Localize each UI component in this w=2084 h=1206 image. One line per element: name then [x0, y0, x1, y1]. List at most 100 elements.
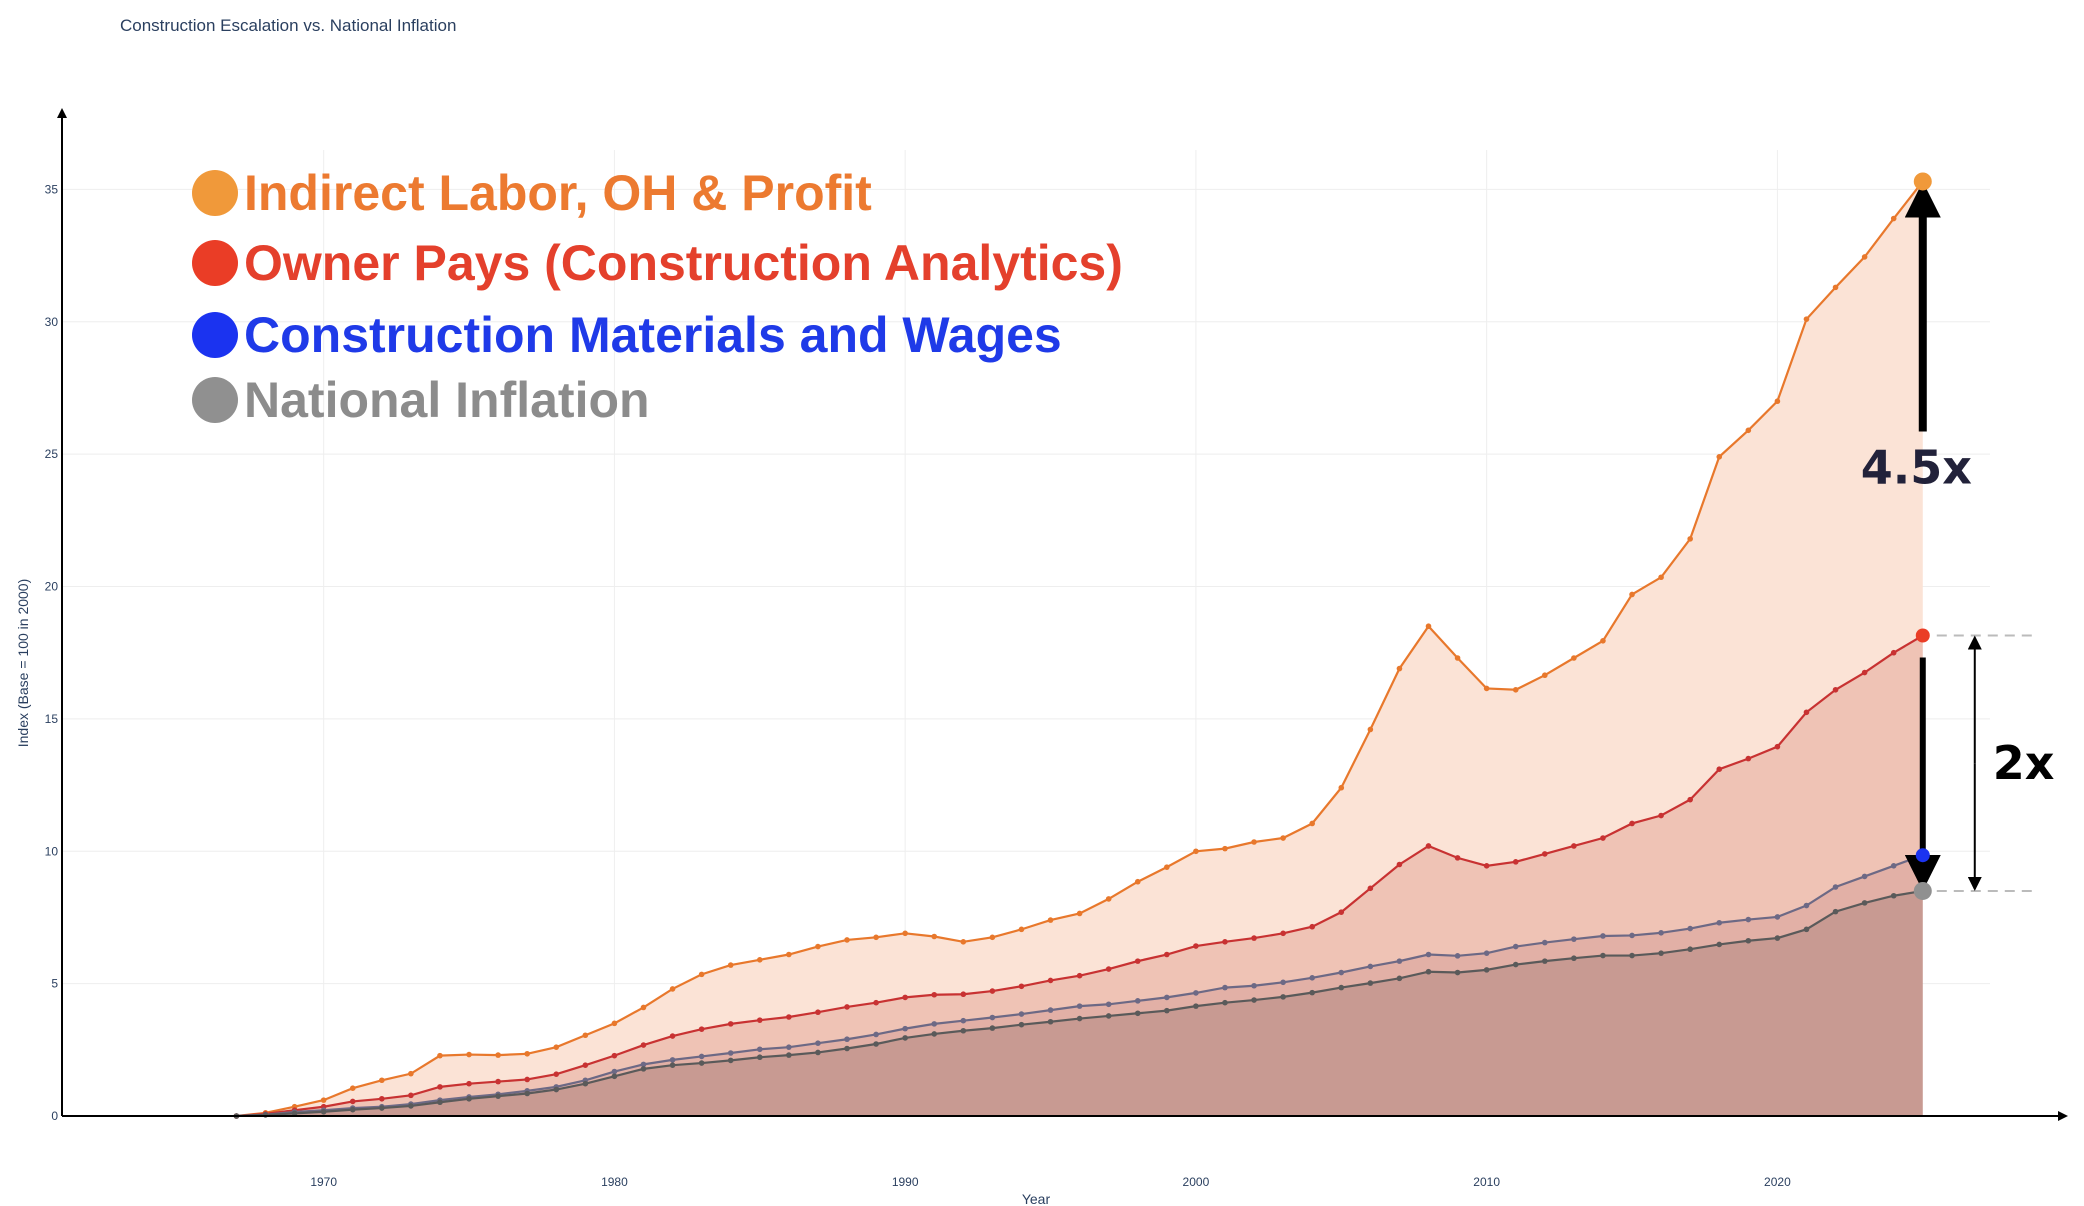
data-point	[1047, 1007, 1054, 1013]
legend-label-0: Indirect Labor, OH & Profit	[244, 165, 872, 221]
data-point	[960, 939, 967, 945]
annotation-2x: 2x	[1993, 736, 2055, 790]
data-point	[1134, 958, 1141, 964]
data-point	[931, 1021, 938, 1027]
data-point	[1222, 984, 1228, 991]
data-point	[1571, 655, 1577, 661]
data-point	[1280, 835, 1286, 841]
data-point	[1658, 930, 1664, 936]
data-point	[902, 1035, 908, 1041]
data-point	[1571, 843, 1577, 849]
data-point	[1483, 950, 1490, 956]
data-point	[1832, 884, 1839, 890]
data-point	[1774, 743, 1781, 750]
data-point	[960, 1017, 967, 1024]
data-point	[1571, 936, 1577, 942]
x-tick-label: 2000	[1183, 1175, 1210, 1189]
data-point	[437, 1099, 443, 1106]
data-point	[1280, 979, 1286, 986]
data-point	[727, 1050, 734, 1056]
data-point	[1047, 917, 1054, 923]
data-point	[379, 1095, 385, 1102]
data-point	[1629, 591, 1635, 598]
data-point	[1774, 398, 1781, 405]
end-marker-inflation	[1913, 881, 1932, 900]
data-point	[1164, 1007, 1170, 1014]
y-tick-label: 15	[45, 712, 59, 726]
data-point	[1512, 686, 1519, 693]
data-point	[1251, 839, 1257, 845]
data-point	[1483, 967, 1490, 973]
data-point	[1454, 855, 1461, 861]
data-point	[1861, 669, 1868, 676]
data-point	[379, 1105, 385, 1111]
data-point	[1309, 923, 1316, 930]
y-tick-label: 0	[51, 1109, 58, 1123]
data-point	[669, 1033, 676, 1039]
data-point	[756, 1017, 763, 1023]
data-point	[291, 1110, 298, 1117]
data-point	[320, 1108, 327, 1115]
data-point	[815, 943, 821, 950]
data-point	[669, 1062, 676, 1068]
data-point	[873, 1041, 879, 1047]
data-point	[727, 1021, 734, 1027]
x-axis-label: Year	[1022, 1191, 1051, 1206]
data-point	[1018, 926, 1025, 933]
data-point	[524, 1050, 530, 1057]
data-point	[1629, 820, 1635, 827]
legend-marker-0	[192, 170, 238, 216]
data-point	[437, 1084, 443, 1090]
data-point	[408, 1092, 414, 1099]
data-point	[756, 957, 763, 963]
data-point	[1222, 939, 1228, 945]
data-point	[640, 1061, 647, 1068]
data-point	[815, 1040, 821, 1046]
data-point	[989, 934, 996, 941]
data-point	[1338, 984, 1345, 991]
data-point	[1600, 637, 1606, 644]
data-point	[1512, 961, 1519, 968]
data-point	[1164, 994, 1170, 1001]
y-tick-label: 10	[45, 844, 59, 858]
area-3	[236, 890, 1923, 1116]
data-point	[1105, 966, 1112, 972]
data-point	[1222, 845, 1228, 852]
data-point	[931, 1031, 938, 1037]
data-point	[495, 1052, 501, 1058]
data-point	[1396, 861, 1403, 868]
data-point	[1745, 937, 1752, 944]
data-point	[1832, 686, 1839, 693]
data-point	[1076, 1015, 1083, 1022]
data-point	[408, 1103, 414, 1109]
data-point	[1193, 1003, 1199, 1009]
data-point	[1309, 989, 1316, 996]
data-point	[1367, 885, 1374, 892]
data-point	[844, 937, 850, 943]
data-point	[1193, 943, 1199, 949]
data-point	[873, 934, 879, 941]
data-point	[902, 1025, 908, 1032]
data-point	[1105, 1013, 1112, 1019]
data-point	[669, 1057, 676, 1063]
data-point	[495, 1093, 501, 1099]
data-point	[1222, 999, 1228, 1006]
data-point	[1425, 951, 1432, 958]
data-point	[1396, 665, 1403, 672]
data-point	[1454, 953, 1461, 959]
data-point	[1687, 925, 1693, 932]
data-point	[1542, 851, 1548, 857]
data-point	[1367, 726, 1374, 733]
data-point	[1716, 919, 1723, 926]
x-tick-label: 2020	[1764, 1175, 1791, 1189]
data-point	[640, 1066, 647, 1072]
y-tick-label: 25	[45, 447, 59, 461]
data-point	[1134, 998, 1141, 1004]
data-point	[815, 1049, 821, 1056]
data-point	[902, 930, 908, 937]
data-point	[989, 1014, 996, 1021]
end-marker-materials	[1915, 848, 1930, 863]
data-point	[1803, 316, 1810, 322]
data-point	[349, 1098, 356, 1105]
data-point	[349, 1085, 356, 1092]
